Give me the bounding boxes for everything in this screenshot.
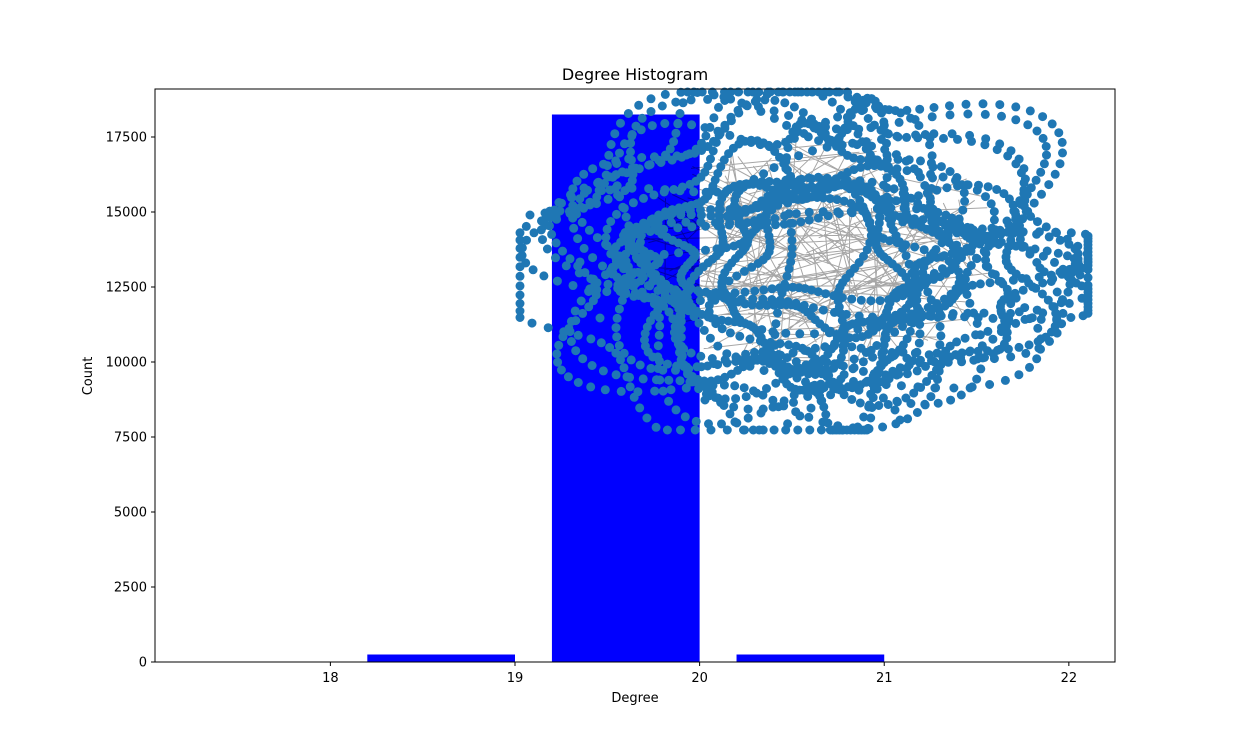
y-tick-label: 5000 (114, 506, 147, 521)
x-tick-label: 18 (322, 671, 339, 686)
x-tick-label: 21 (876, 671, 893, 686)
histogram-bar-2 (736, 654, 885, 662)
x-tick-label: 20 (691, 671, 708, 686)
histogram-bar-0 (367, 654, 515, 662)
plot-frame (154, 88, 1116, 663)
y-tick-label: 0 (139, 656, 147, 671)
x-axis-label: Degree (611, 691, 658, 706)
x-tick-label: 22 (1061, 671, 1078, 686)
y-tick-label: 10000 (106, 356, 147, 371)
chart-title: Degree Histogram (562, 65, 708, 84)
network-overlay (515, 87, 1093, 435)
y-axis-label: Count (81, 357, 96, 396)
y-tick-label: 2500 (114, 581, 147, 596)
network-nodes (515, 87, 1093, 435)
y-tick-label: 17500 (106, 131, 147, 146)
y-tick-label: 12500 (106, 281, 147, 296)
y-axis-ticks: 0 2500 5000 7500 10000 12500 15000 17500 (106, 131, 155, 671)
y-tick-label: 7500 (114, 431, 147, 446)
x-tick-label: 19 (507, 671, 524, 686)
y-tick-label: 15000 (106, 206, 147, 221)
x-axis-ticks: 18 19 20 21 22 (322, 662, 1077, 686)
